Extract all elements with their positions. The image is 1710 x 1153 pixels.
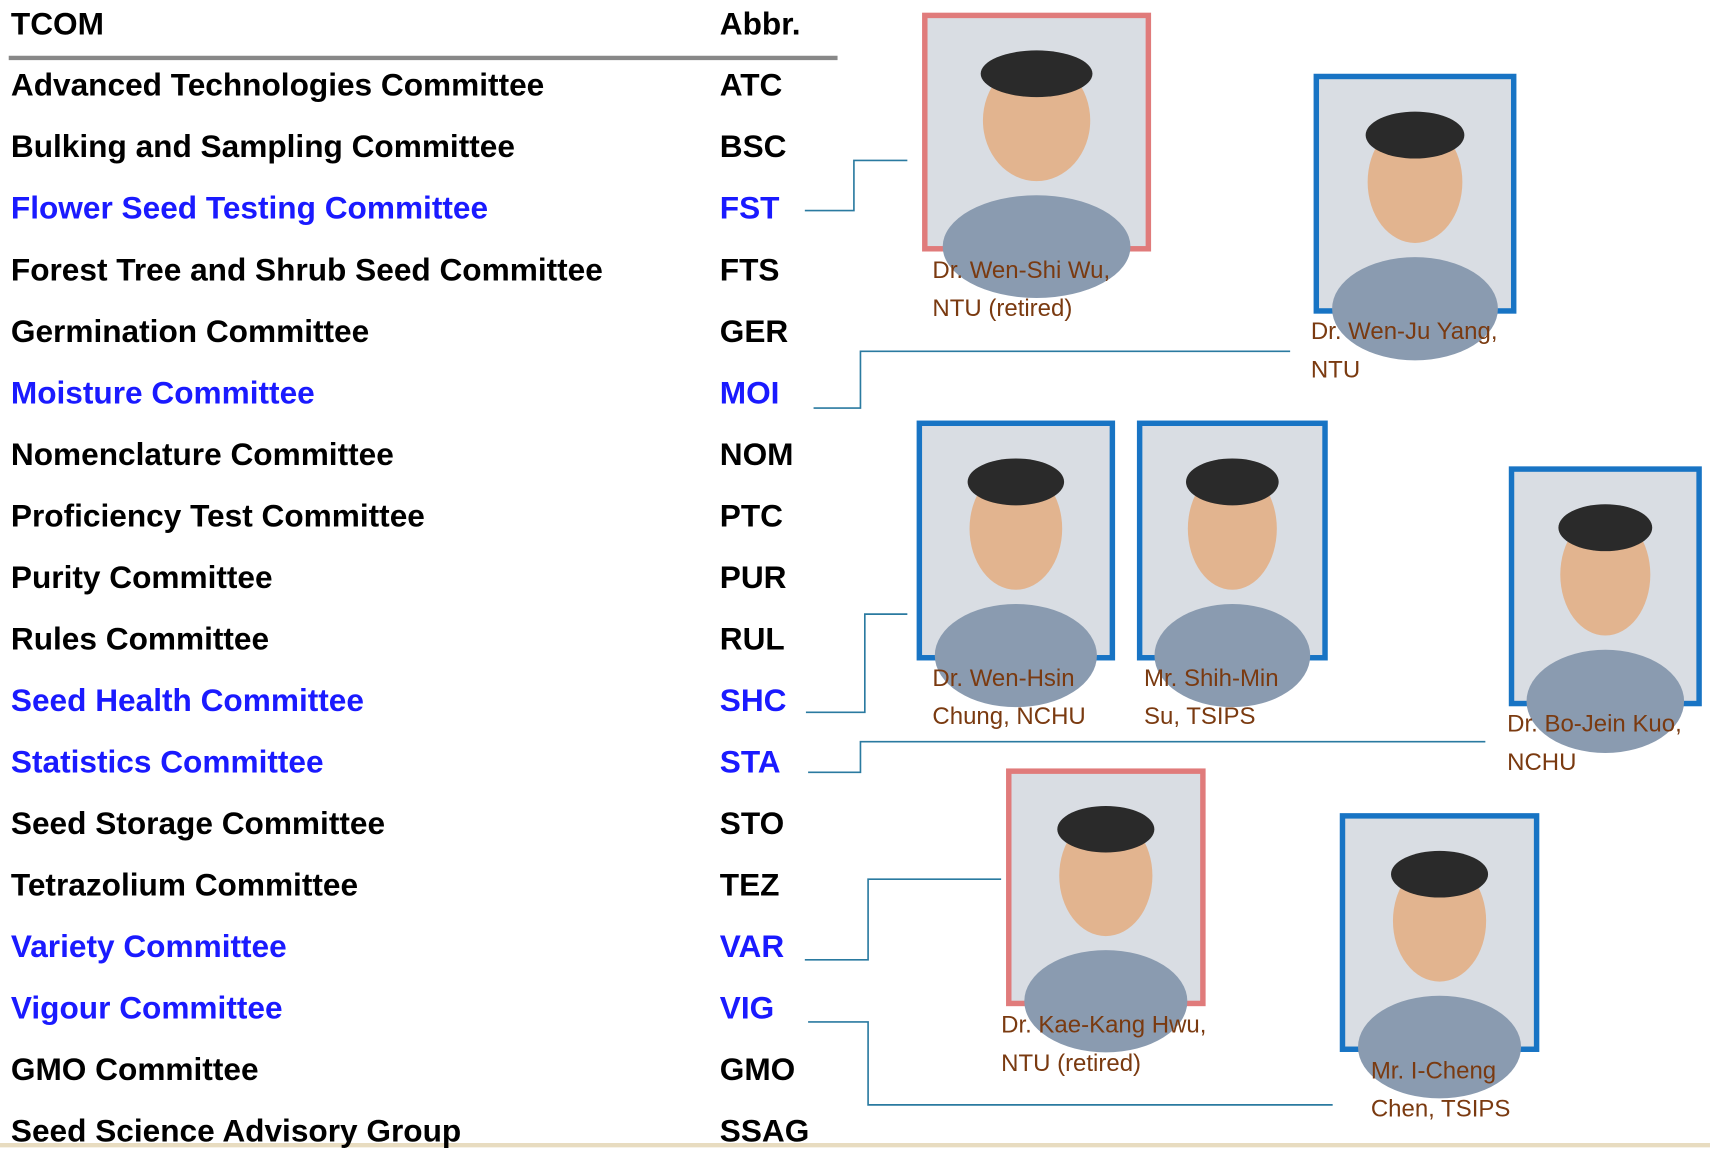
committee-name: Statistics Committee xyxy=(11,743,324,779)
committee-name: Seed Health Committee xyxy=(11,682,364,718)
connector xyxy=(808,740,1486,774)
photo-body xyxy=(1024,950,1188,1053)
person-caption: NTU (retired) xyxy=(932,295,1072,322)
committee-abbr: MOI xyxy=(720,374,780,410)
person-caption: Su, TSIPS xyxy=(1144,703,1256,730)
connector xyxy=(804,159,908,212)
committee-abbr: SSAG xyxy=(720,1112,810,1148)
committee-name: Variety Committee xyxy=(11,928,287,964)
committee-abbr: VIG xyxy=(720,989,774,1025)
committee-name: Nomenclature Committee xyxy=(11,436,394,472)
committee-abbr: SHC xyxy=(720,682,787,718)
committee-abbr: RUL xyxy=(720,620,785,656)
person-caption: NCHU xyxy=(1507,749,1576,776)
person-caption: Mr. I-Cheng xyxy=(1371,1058,1496,1085)
person-caption: NTU (retired) xyxy=(1001,1050,1141,1077)
photo-hair xyxy=(1558,504,1653,552)
connector xyxy=(808,1021,1333,1106)
committee-name: GMO Committee xyxy=(11,1051,259,1087)
photo-body xyxy=(1332,257,1498,361)
person-caption: Dr. Wen-Hsin xyxy=(932,665,1074,692)
committee-name: Flower Seed Testing Committee xyxy=(11,190,488,226)
person-caption: Chen, TSIPS xyxy=(1371,1096,1511,1123)
committee-name: Advanced Technologies Committee xyxy=(11,67,544,103)
committee-name: Vigour Committee xyxy=(11,989,283,1025)
photo-body xyxy=(934,603,1097,708)
committee-name: Purity Committee xyxy=(11,559,273,595)
committee-name: Moisture Committee xyxy=(11,374,315,410)
connector xyxy=(813,350,1291,409)
committee-abbr: VAR xyxy=(720,928,785,964)
photo-body xyxy=(1526,649,1685,753)
committee-name: Seed Science Advisory Group xyxy=(11,1112,461,1148)
photo-hair xyxy=(1365,111,1465,159)
photo-body xyxy=(1358,995,1522,1099)
committee-abbr: TEZ xyxy=(720,866,780,902)
photo-hair xyxy=(967,458,1065,506)
committee-abbr: FTS xyxy=(720,251,780,287)
photo-body xyxy=(942,195,1131,298)
committee-abbr: NOM xyxy=(720,436,794,472)
photo-hair xyxy=(1391,850,1489,898)
committee-name: Bulking and Sampling Committee xyxy=(11,128,515,164)
connectors xyxy=(804,159,1486,1106)
photo-hair xyxy=(1185,458,1279,506)
person-caption: Dr. Bo-Jein Kuo, xyxy=(1507,711,1682,738)
person-caption: Dr. Wen-Shi Wu, xyxy=(932,257,1110,284)
header-cell: Abbr. xyxy=(720,6,801,42)
committee-abbr: PTC xyxy=(720,497,783,533)
committee-name: Forest Tree and Shrub Seed Committee xyxy=(11,251,603,287)
person-caption: Dr. Kae-Kang Hwu, xyxy=(1001,1012,1206,1039)
committee-abbr: STO xyxy=(720,805,784,841)
connector xyxy=(805,613,908,714)
committee-name: Proficiency Test Committee xyxy=(11,497,425,533)
committee-name: Rules Committee xyxy=(11,620,269,656)
committee-abbr: FST xyxy=(720,190,780,226)
committee-abbr: PUR xyxy=(720,559,787,595)
committee-name: Tetrazolium Committee xyxy=(11,866,358,902)
photo-body xyxy=(1154,603,1311,708)
committee-abbr: GER xyxy=(720,313,789,349)
person-caption: Mr. Shih-Min xyxy=(1144,665,1279,692)
committee-abbr: GMO xyxy=(720,1051,796,1087)
committee-name: Seed Storage Committee xyxy=(11,805,385,841)
person-caption: Dr. Wen-Ju Yang, xyxy=(1311,318,1498,345)
committee-abbr: ATC xyxy=(720,67,783,103)
photo-hair xyxy=(1057,806,1155,853)
person-caption: NTU xyxy=(1311,356,1360,383)
header-cell: TCOM xyxy=(11,6,104,42)
committee-name: Germination Committee xyxy=(11,313,369,349)
committee-abbr: BSC xyxy=(720,128,787,164)
photo-hair xyxy=(980,50,1093,98)
committee-abbr: STA xyxy=(720,743,781,779)
connector xyxy=(804,878,1002,961)
person-caption: Chung, NCHU xyxy=(932,703,1085,730)
